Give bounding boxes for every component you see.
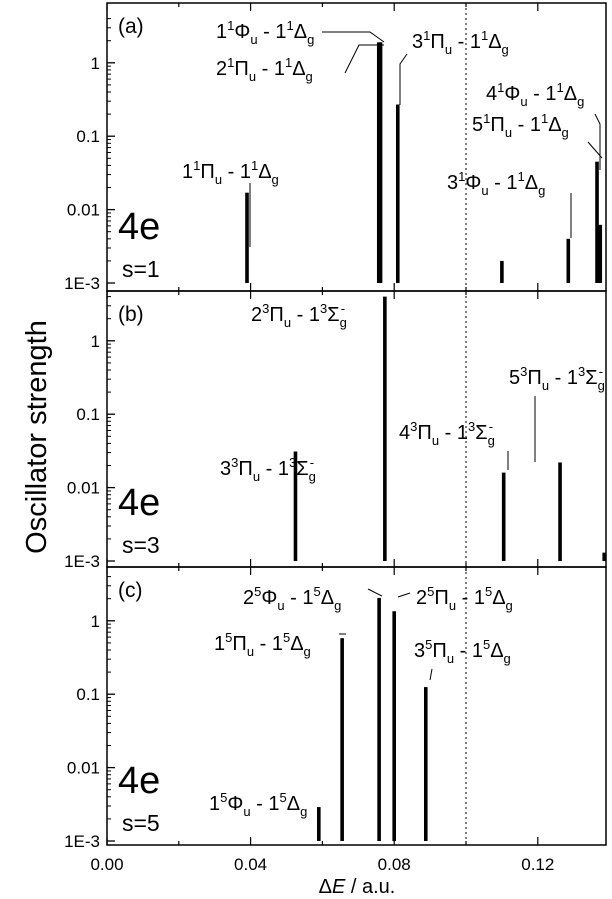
oscillator-bar [392, 611, 396, 841]
oscillator-bar [501, 472, 506, 561]
oscillator-bar [500, 260, 504, 283]
oscillator-bar [293, 451, 298, 561]
y-tick-label: 0.1 [76, 127, 100, 146]
transition-label: 21Πu - 11Δg [216, 55, 313, 84]
spin-label: s=1 [122, 256, 160, 282]
x-axis-title-delta: Δ [319, 876, 332, 898]
label-leader-line [594, 113, 601, 170]
panel-letter: (c) [118, 579, 143, 602]
panel-b: 1E-3 0.01 0.1 1 (b) 4e s=3 23Πu - 13Σg- 33Πu - 1… [64, 290, 607, 571]
oscillator-bar [245, 192, 249, 283]
spin-label: s=3 [122, 532, 160, 558]
y-tick-label: 1E-3 [64, 274, 100, 293]
label-leader-line [367, 588, 383, 597]
panel-a: 1E-3 0.01 0.1 1 (a) 4e s=1 11Πu - 11Δg 11Φu - 11… [64, 2, 607, 293]
y-tick-label: 0.1 [76, 405, 100, 424]
y-axis-title: Oscillator strength [21, 320, 53, 554]
plot-frame [106, 290, 607, 568]
x-axis-title-unit: / a.u. [345, 876, 395, 898]
label-leader-line [429, 668, 433, 681]
transition-label: 25Πu - 15Δg [416, 584, 513, 613]
transition-label: 51Πu - 11Δg [472, 111, 569, 140]
oscillator-bar [423, 687, 428, 841]
oscillator-bar [395, 104, 400, 283]
x-tick-label: 0.00 [90, 855, 123, 874]
transition-label: 11Πu - 11Δg [182, 158, 279, 187]
system-label: 4e [118, 760, 160, 802]
panel-letter: (b) [118, 303, 144, 326]
y-tick-label: 1E-3 [64, 832, 100, 851]
x-tick-label: 0.08 [378, 855, 411, 874]
label-leader-line [397, 592, 411, 598]
oscillator-bar [598, 224, 603, 283]
oscillator-bar [383, 296, 387, 561]
label-leader-line [344, 44, 384, 74]
system-label: 4e [118, 206, 160, 248]
transition-label: 25Φu - 15Δg [243, 584, 341, 613]
oscillator-bar [340, 638, 344, 841]
oscillator-bar [377, 597, 381, 841]
label-leader-line [322, 31, 385, 43]
y-tick-label: 0.01 [67, 759, 100, 778]
y-tick-label: 0.01 [67, 201, 100, 220]
transition-label: 23Πu - 13Σg- [251, 301, 347, 330]
system-label: 4e [118, 482, 160, 524]
transition-label: 43Πu - 13Σg- [399, 419, 495, 448]
transition-label: 35Πu - 15Δg [414, 637, 511, 666]
transition-label: 15Πu - 15Δg [214, 630, 311, 659]
oscillator-bar [317, 807, 321, 841]
panel-c: 1E-3 0.01 0.1 1 (c) 4e s=5 15Φu - 15Δg 15Πu - 15… [64, 566, 607, 851]
oscillator-bar [602, 552, 607, 561]
panel-letter: (a) [118, 15, 144, 38]
oscillator-bar [595, 161, 599, 283]
oscillator-bar [566, 238, 571, 283]
y-tick-label: 0.01 [67, 479, 100, 498]
label-leader-line [399, 53, 408, 105]
transition-label: 15Φu - 15Δg [209, 790, 307, 819]
y-tick-label: 0.1 [76, 685, 100, 704]
x-axis-title-variable: E [332, 876, 346, 898]
transition-label: 41Φu - 11Δg [486, 80, 584, 109]
y-tick-label: 1 [91, 332, 100, 351]
label-leader-line [587, 141, 603, 159]
transition-label: 33Πu - 13Σg- [220, 455, 316, 484]
y-tick-label: 1E-3 [64, 552, 100, 571]
plot-frame [106, 2, 607, 292]
transition-label: 31Φu - 11Δg [447, 169, 545, 198]
oscillator-bar [558, 462, 562, 561]
transition-label: 11Φu - 11Δg [216, 18, 314, 47]
x-tick-label: 0.04 [234, 855, 267, 874]
oscillator-bar [378, 42, 383, 284]
y-tick-label: 1 [91, 612, 100, 631]
transition-label: 53Πu - 13Σg- [509, 364, 605, 393]
x-axis-title: ΔE / a.u. [319, 876, 396, 898]
transition-label: 31Πu - 11Δg [412, 28, 509, 57]
plot-frame [106, 566, 607, 846]
spin-label: s=5 [122, 810, 160, 836]
x-tick-label: 0.12 [521, 855, 554, 874]
y-tick-label: 1 [91, 54, 100, 73]
